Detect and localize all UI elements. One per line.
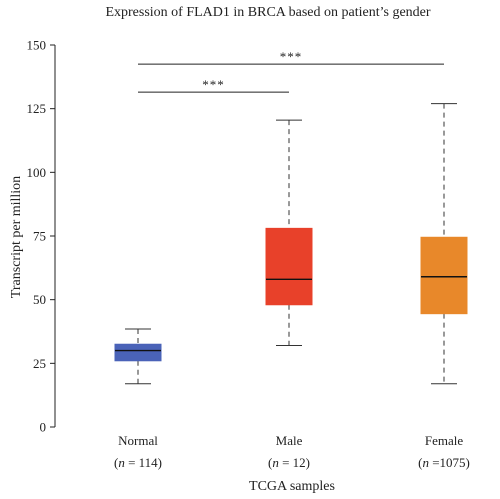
x-axis-categories: Normal (n = 114) Male (n = 12) Female (n =107…	[114, 433, 470, 470]
y-tick-label: 0	[40, 420, 47, 435]
boxes	[114, 103, 468, 385]
x-axis-label: TCGA samples	[249, 479, 335, 494]
y-axis-label: Transcript per million	[9, 176, 24, 298]
y-tick-label: 150	[27, 38, 47, 53]
iqr-box	[265, 227, 313, 306]
category-count-label: (n = 12)	[268, 455, 310, 470]
category-label: Female	[425, 433, 463, 448]
box-male	[265, 119, 313, 347]
y-tick-label: 100	[27, 165, 47, 180]
y-tick-label: 25	[33, 356, 46, 371]
category-label: Normal	[118, 433, 158, 448]
iqr-box	[114, 343, 162, 362]
category-count-label: (n =1075)	[418, 455, 470, 470]
box-female	[420, 103, 468, 385]
y-tick-label: 75	[33, 229, 46, 244]
y-axis: 0 25 50 75 100 125 150	[27, 38, 56, 435]
category-label: Male	[276, 433, 303, 448]
significance-label: ***	[280, 49, 303, 64]
y-tick-label: 50	[33, 292, 46, 307]
box-normal	[114, 328, 162, 385]
significance-brackets: *** ***	[138, 49, 444, 93]
iqr-box	[420, 236, 468, 315]
chart-title: Expression of FLAD1 in BRCA based on pat…	[105, 5, 430, 20]
significance-label: ***	[202, 77, 225, 92]
category-count-label: (n = 114)	[114, 455, 162, 470]
y-tick-label: 125	[27, 101, 47, 116]
